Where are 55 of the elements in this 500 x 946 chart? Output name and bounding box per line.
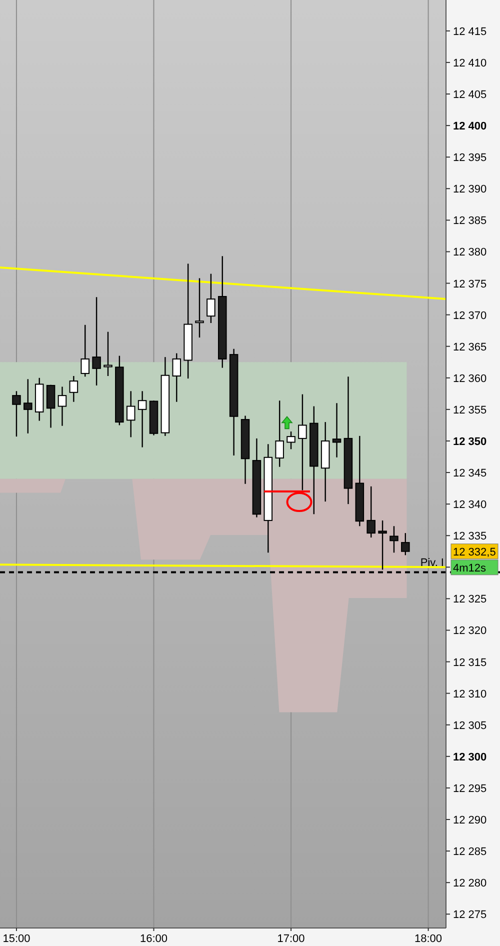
y-tick-label: 12 275 <box>453 909 487 922</box>
candlestick <box>206 273 216 324</box>
text: 12 332,5 <box>453 546 496 558</box>
y-tick-label: 12 340 <box>453 499 487 512</box>
candlestick <box>172 352 182 402</box>
candlestick <box>12 390 21 438</box>
y-tick-label: 12 305 <box>453 720 487 732</box>
candlestick <box>195 278 204 338</box>
y-tick-label: 12 280 <box>453 878 487 890</box>
ref-line-label: Piv. I <box>420 557 444 570</box>
y-tick-label: 12 350 <box>453 436 487 448</box>
candlestick <box>401 532 410 556</box>
candlestick <box>58 386 67 426</box>
y-tick-label: 12 300 <box>453 751 487 764</box>
y-tick-label: 12 290 <box>453 814 487 826</box>
y-tick-label: 12 335 <box>453 530 487 543</box>
y-tick-label: 12 345 <box>453 468 487 480</box>
y-tick-label: 12 355 <box>453 404 487 416</box>
candlestick <box>298 394 307 491</box>
candlestick <box>92 296 101 386</box>
y-tick-label: 12 405 <box>453 89 487 101</box>
y-tick-label: 12 400 <box>453 120 487 133</box>
text: 4m12s <box>453 562 487 574</box>
y-tick-label: 12 360 <box>453 372 487 385</box>
y-tick-label: 12 365 <box>453 341 487 354</box>
y-tick-label: 12 410 <box>453 57 487 70</box>
y-tick-label: 12 285 <box>453 846 487 858</box>
y-tick-label: 12 320 <box>453 625 487 638</box>
y-tick-label: 12 370 <box>453 310 487 322</box>
y-tick-label: 12 380 <box>453 246 487 259</box>
candlestick <box>332 402 342 458</box>
y-tick-label: 12 395 <box>453 152 487 164</box>
x-tick-label: 17:00 <box>277 933 305 945</box>
candlestick <box>24 378 32 434</box>
candlestick <box>286 430 296 450</box>
candlestick <box>126 390 136 438</box>
candlestick <box>390 526 398 554</box>
y-tick-label: 12 315 <box>453 656 487 669</box>
y-tick-label: 12 385 <box>453 215 487 228</box>
candlestick <box>138 390 147 448</box>
y-tick-label: 12 325 <box>453 594 487 606</box>
y-tick-label: 12 310 <box>453 688 487 700</box>
x-tick-label: 16:00 <box>140 933 168 945</box>
y-tick-label: 12 375 <box>453 278 487 290</box>
x-tick-label: 15:00 <box>2 933 30 945</box>
y-tick-label: 12 390 <box>453 184 487 196</box>
candlestick <box>275 400 284 468</box>
candlestick <box>104 331 112 377</box>
candlestick <box>366 486 376 538</box>
y-tick-label: 12 295 <box>453 782 487 795</box>
x-tick-label: 18:00 <box>414 933 442 945</box>
candlestick <box>69 375 78 402</box>
candlestick <box>46 384 56 428</box>
candlestick <box>80 324 90 378</box>
y-tick-label: 12 415 <box>453 26 487 38</box>
